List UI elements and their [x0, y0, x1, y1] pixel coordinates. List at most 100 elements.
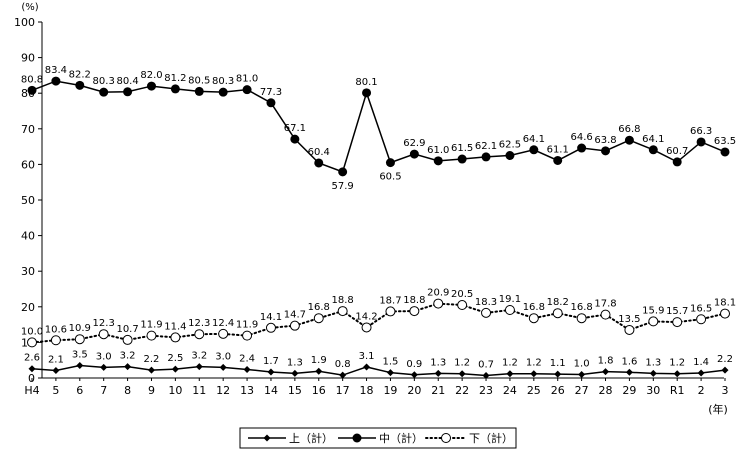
data-point [98, 329, 109, 340]
y-tick-label: 100 [14, 16, 35, 29]
data-point [27, 337, 37, 348]
data-label: 1.2 [454, 358, 470, 369]
data-label: 18.3 [475, 297, 497, 308]
data-label: 81.2 [164, 73, 186, 84]
x-tick-label: 2 [698, 384, 705, 397]
data-point [624, 324, 635, 335]
data-point [290, 134, 300, 144]
data-label: 1.8 [598, 356, 614, 367]
data-label: 10.7 [116, 324, 138, 335]
data-label: 3.2 [191, 351, 207, 362]
data-label: 10.6 [45, 324, 67, 335]
data-point [409, 306, 420, 317]
data-point [219, 363, 227, 371]
x-tick-label: 9 [148, 384, 155, 397]
data-label: 2.4 [239, 353, 255, 364]
data-point [289, 320, 300, 331]
data-point [75, 80, 85, 90]
x-tick-label: 24 [503, 384, 517, 397]
data-label: 62.5 [499, 140, 521, 151]
data-point [51, 76, 61, 86]
data-point [505, 151, 515, 160]
data-label: 61.5 [451, 143, 473, 154]
x-tick-label: 27 [575, 384, 589, 397]
data-label: 1.3 [287, 357, 303, 368]
data-label: 83.4 [45, 65, 67, 76]
data-point [361, 322, 372, 333]
y-tick-label: 70 [21, 123, 35, 136]
x-tick-label: 20 [407, 384, 421, 397]
data-label: 2.2 [717, 354, 733, 365]
data-point [577, 143, 587, 153]
data-label: 18.7 [379, 295, 401, 306]
x-tick-label: 19 [383, 384, 397, 397]
data-label: 57.9 [332, 181, 354, 192]
data-point [696, 314, 707, 325]
data-label: 2.2 [144, 354, 160, 365]
data-label: 80.1 [355, 77, 377, 88]
data-label: 1.6 [621, 356, 637, 367]
data-label: 15.9 [642, 305, 664, 316]
data-point [170, 84, 180, 94]
data-point [481, 152, 491, 162]
data-label: 1.2 [502, 358, 518, 369]
data-label: 1.0 [574, 358, 590, 369]
x-tick-label: 30 [646, 384, 660, 397]
data-label: 12.4 [212, 318, 234, 329]
data-point [147, 366, 155, 374]
data-label: 80.3 [93, 76, 115, 87]
data-point [720, 308, 730, 319]
data-label: 16.5 [690, 303, 712, 314]
data-label: 0.8 [335, 359, 351, 370]
x-axis-unit: (年) [708, 402, 728, 416]
data-label: 60.7 [666, 146, 688, 157]
data-point [554, 370, 562, 378]
data-point [194, 86, 204, 96]
data-label: 18.2 [547, 297, 569, 308]
data-point [482, 372, 490, 380]
data-label: 61.1 [547, 144, 569, 155]
axes [31, 21, 726, 381]
data-point [146, 81, 156, 91]
y-tick-label: 60 [21, 158, 35, 171]
data-label: 77.3 [260, 87, 282, 98]
x-tick-label: 17 [336, 384, 350, 397]
data-label: 18.8 [403, 295, 425, 306]
data-label: 1.4 [693, 357, 709, 368]
data-point [52, 367, 60, 375]
data-label: 16.8 [308, 302, 330, 313]
series-0: 2.6 2.1 3.5 3.0 3.2 2.2 2.5 3.2 3.0 2.4 1.7 1.3 1.9 0… [24, 350, 733, 380]
legend-marker [441, 433, 451, 443]
x-tick-label: 14 [264, 384, 278, 397]
legend-box [239, 427, 517, 449]
x-tick-labels: H4 5 6 7 8 9 10 11 12 13 14 15 16 17 18 19 20 21 22 23 24 25 2… [24, 384, 728, 397]
data-point [721, 366, 729, 374]
data-point [171, 365, 179, 373]
data-label: 81.0 [236, 74, 258, 85]
x-tick-label: 28 [599, 384, 613, 397]
x-tick-label: 3 [722, 384, 729, 397]
data-point [457, 154, 467, 164]
data-point [434, 369, 442, 377]
data-label: 3.0 [96, 351, 112, 362]
data-point [27, 85, 37, 95]
legend-marker [263, 434, 271, 442]
data-point [553, 155, 563, 165]
data-label: 1.2 [669, 358, 685, 369]
data-point [50, 335, 61, 346]
x-tick-label: 25 [527, 384, 541, 397]
data-point [218, 87, 228, 97]
data-point [363, 363, 371, 371]
data-label: 14.1 [260, 312, 282, 323]
x-tick-label: 11 [192, 384, 206, 397]
data-label: 80.5 [188, 75, 210, 86]
x-tick-label: 8 [124, 384, 131, 397]
data-label: 66.3 [690, 126, 712, 137]
data-point [576, 313, 587, 324]
data-point [146, 330, 157, 341]
data-label: 82.2 [69, 69, 91, 80]
x-tick-label: 21 [431, 384, 445, 397]
y-tick-label: 40 [21, 230, 35, 243]
data-label: 13.5 [618, 314, 640, 325]
